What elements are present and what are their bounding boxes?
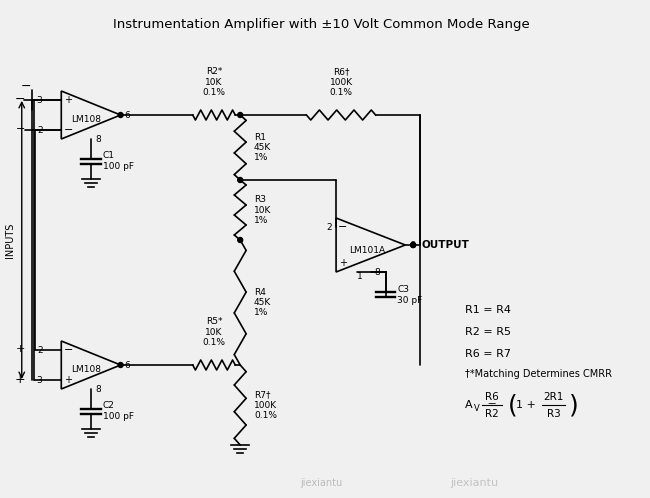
Text: ): ) xyxy=(569,393,579,417)
Text: †*Matching Determines CMRR: †*Matching Determines CMRR xyxy=(465,369,612,379)
Text: −: − xyxy=(64,345,73,355)
Text: OUTPUT: OUTPUT xyxy=(421,240,469,250)
Text: =: = xyxy=(484,400,500,410)
Text: C2
100 pF: C2 100 pF xyxy=(103,401,134,421)
Text: R2*
10K
0.1%: R2* 10K 0.1% xyxy=(203,67,226,97)
Text: 6: 6 xyxy=(125,111,130,120)
Text: −: − xyxy=(16,124,25,134)
Text: LM101A: LM101A xyxy=(349,246,385,254)
Text: 3: 3 xyxy=(37,375,42,384)
Text: R3: R3 xyxy=(547,409,560,419)
Text: R4
45K
1%: R4 45K 1% xyxy=(254,288,271,317)
Text: 8: 8 xyxy=(95,384,101,393)
Circle shape xyxy=(238,113,242,118)
Text: R6†
100K
0.1%: R6† 100K 0.1% xyxy=(330,67,352,97)
Text: +: + xyxy=(64,95,72,105)
Text: INPUTS: INPUTS xyxy=(5,222,15,257)
Text: C3
30 pF: C3 30 pF xyxy=(397,285,422,305)
Text: 2: 2 xyxy=(37,125,42,134)
Text: R5*
10K
0.1%: R5* 10K 0.1% xyxy=(203,317,226,347)
Text: −: − xyxy=(338,222,348,232)
Text: −: − xyxy=(20,80,31,93)
Text: jiexiantu: jiexiantu xyxy=(450,478,499,488)
Text: R6 = R7: R6 = R7 xyxy=(465,349,511,359)
Circle shape xyxy=(411,243,415,248)
Text: R7†
100K
0.1%: R7† 100K 0.1% xyxy=(254,390,277,420)
Text: −: − xyxy=(14,93,25,106)
Circle shape xyxy=(238,177,242,182)
Text: +: + xyxy=(14,373,25,385)
Text: 8: 8 xyxy=(95,134,101,143)
Text: −: − xyxy=(64,125,73,135)
Text: (: ( xyxy=(508,393,518,417)
Text: 2: 2 xyxy=(37,346,42,355)
Text: R1 = R4: R1 = R4 xyxy=(465,305,511,315)
Text: R2: R2 xyxy=(486,409,499,419)
Circle shape xyxy=(118,363,123,368)
Text: 8: 8 xyxy=(374,267,380,276)
Text: +: + xyxy=(339,258,347,268)
Text: 2R1: 2R1 xyxy=(543,392,564,402)
Text: R6: R6 xyxy=(486,392,499,402)
Circle shape xyxy=(118,113,123,118)
Circle shape xyxy=(411,243,415,248)
Text: C1
100 pF: C1 100 pF xyxy=(103,151,134,171)
Text: 6: 6 xyxy=(125,361,130,370)
Text: R1
45K
1%: R1 45K 1% xyxy=(254,132,271,162)
Text: 2: 2 xyxy=(326,223,332,232)
Text: +: + xyxy=(64,375,72,385)
Text: Instrumentation Amplifier with ±10 Volt Common Mode Range: Instrumentation Amplifier with ±10 Volt … xyxy=(113,18,530,31)
Text: 6: 6 xyxy=(410,241,415,249)
Circle shape xyxy=(238,238,242,243)
Text: 1 +: 1 + xyxy=(516,400,540,410)
Text: R2 = R5: R2 = R5 xyxy=(465,327,511,337)
Text: 1: 1 xyxy=(357,271,363,280)
Text: V: V xyxy=(473,403,479,412)
Text: R3
10K
1%: R3 10K 1% xyxy=(254,195,272,225)
Text: LM108: LM108 xyxy=(72,115,101,124)
Text: jiexiantu: jiexiantu xyxy=(300,478,343,488)
Text: LM108: LM108 xyxy=(72,365,101,374)
Text: +: + xyxy=(16,344,25,354)
Text: A: A xyxy=(465,400,472,410)
Text: 3: 3 xyxy=(37,96,42,105)
